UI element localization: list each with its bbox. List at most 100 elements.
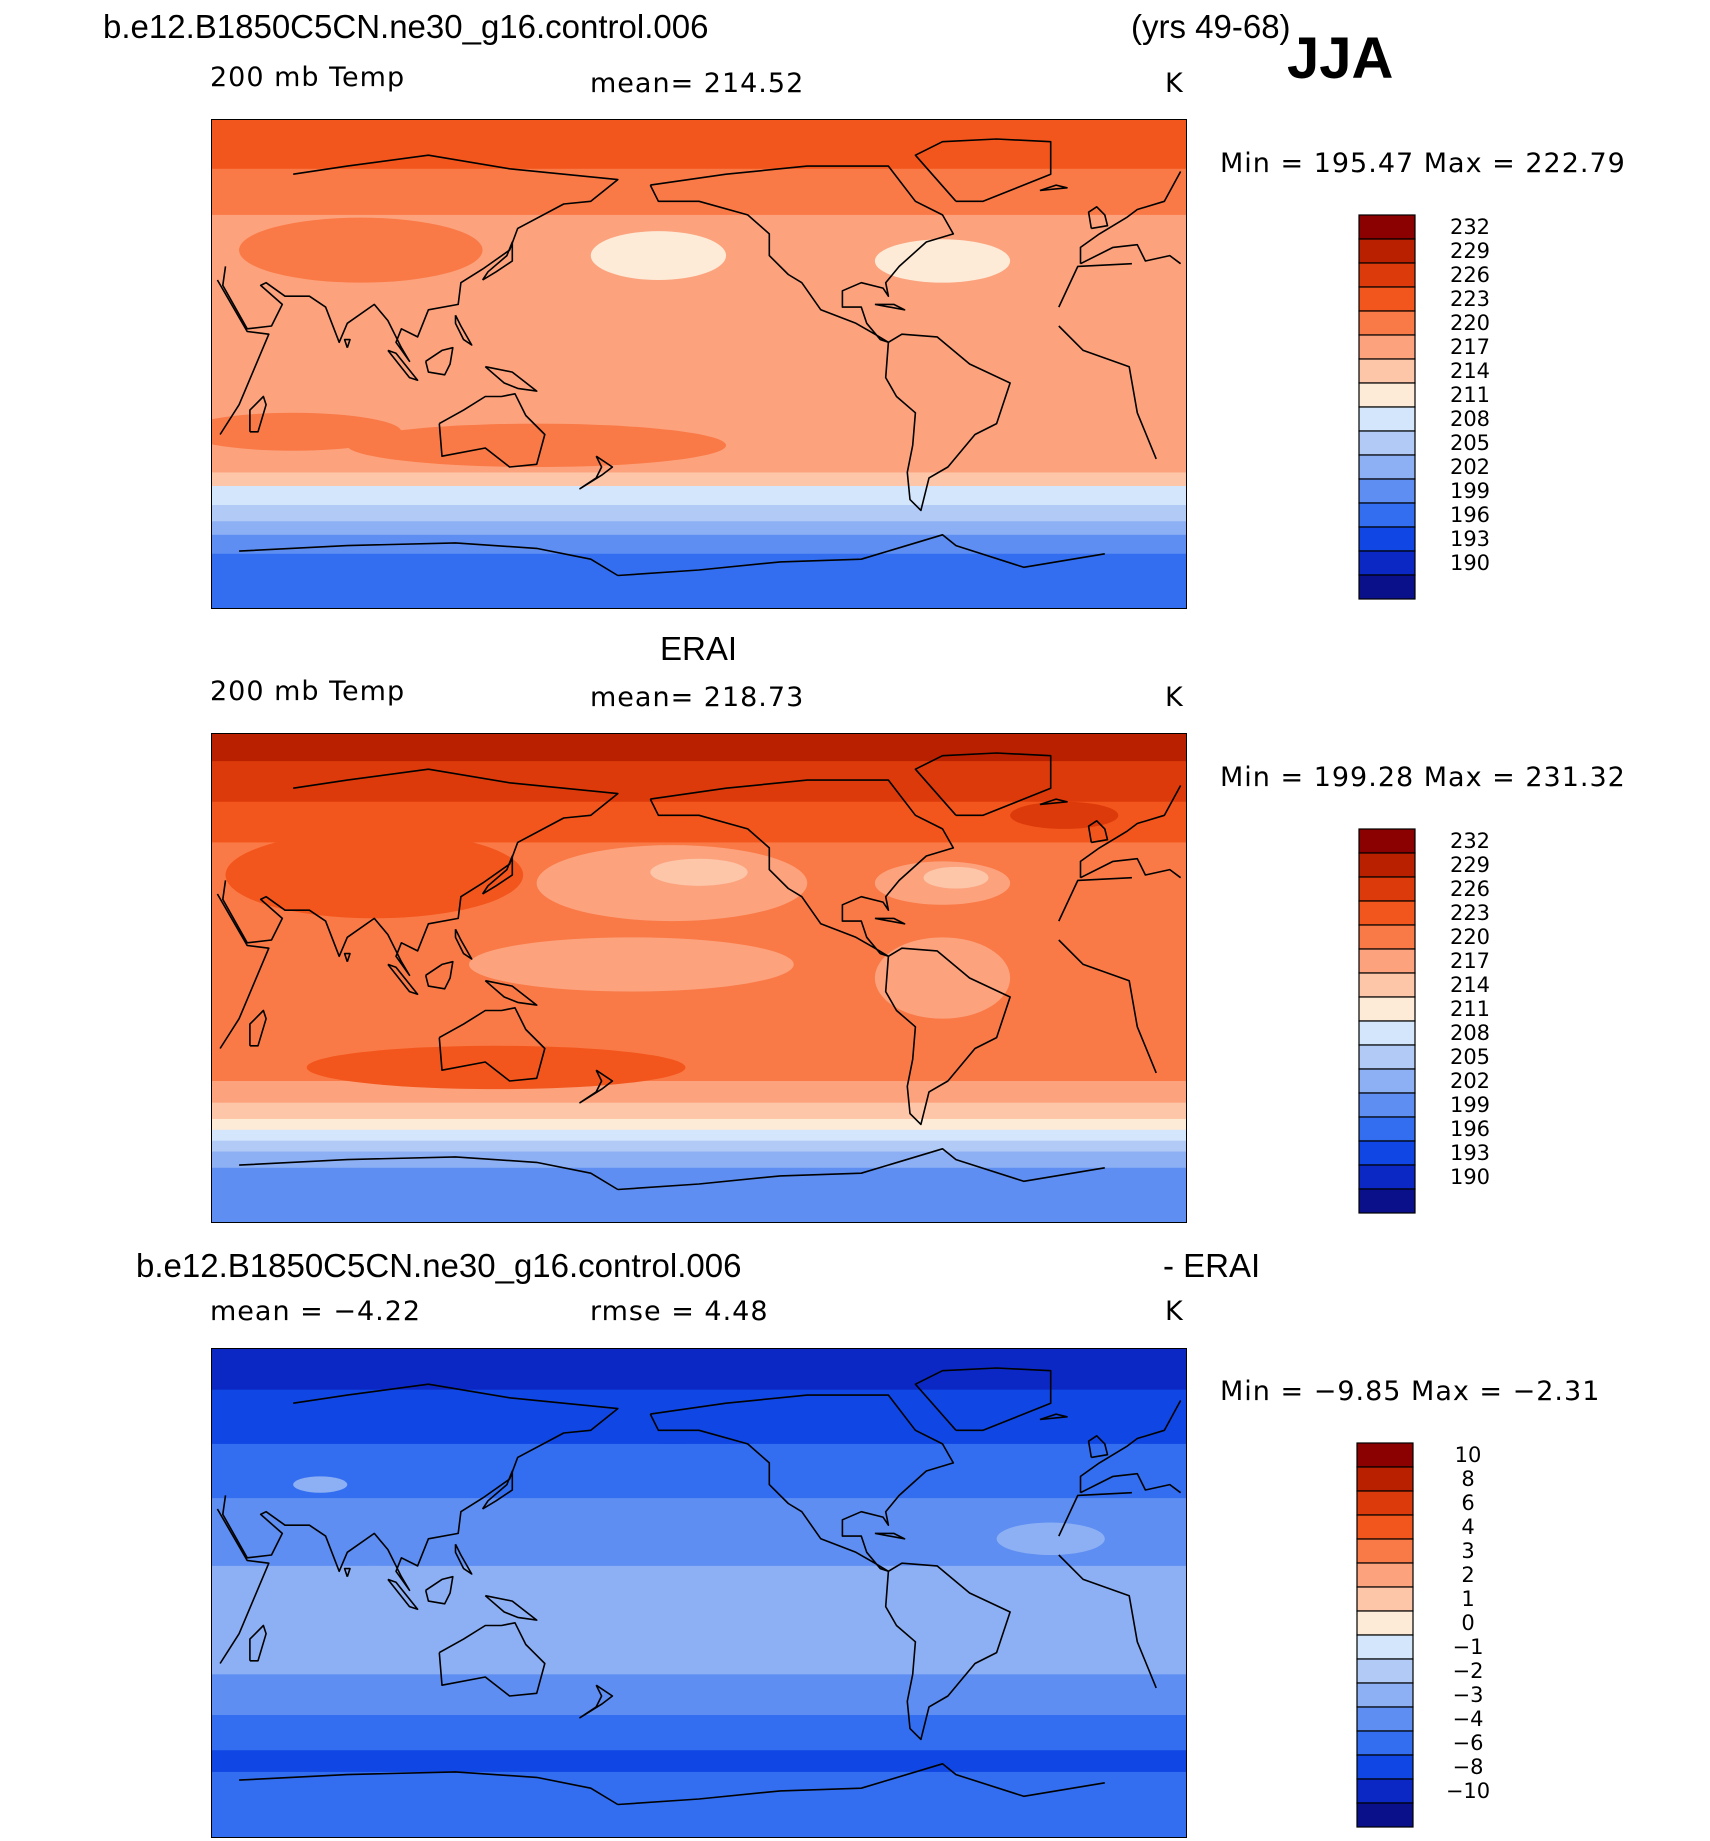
colorbar-tick-label: 8 [1461,1467,1474,1491]
colorbar-tick-label: 205 [1450,431,1490,455]
contour-band [212,521,1186,536]
contour-region [469,937,794,992]
coastline [438,1622,546,1697]
coastline [914,1367,1052,1432]
contour-band [212,1167,1186,1222]
colorbar-tick-label: 190 [1450,1165,1490,1189]
contour-band [212,1443,1186,1499]
coastline [239,1148,1105,1191]
colorbar-swatch [1356,1442,1414,1468]
coastline [239,1763,1105,1806]
contour-region [428,1574,808,1640]
coastline [343,338,351,348]
colorbar-tick-label: 217 [1450,949,1490,973]
contour-band [212,534,1186,555]
colorbar-tick-label: −3 [1453,1683,1484,1707]
colorbar-swatch [1358,430,1416,456]
colorbar-swatch [1358,1116,1416,1142]
colorbar-swatch [1358,382,1416,408]
colorbar-swatch [1358,948,1416,974]
contour-region [347,423,727,468]
contour-region [266,1565,483,1621]
contour-region [293,1476,348,1493]
colorbar-tick-label: 223 [1450,901,1490,925]
colorbar-tick-label: 217 [1450,335,1490,359]
panel3-units: K [1165,1296,1184,1327]
colorbar-swatch [1356,1562,1414,1588]
panel2-colorbar: 232 229 226 223 220 217 214 211 208 205 202 199 196 1… [1358,828,1508,1221]
colorbar-swatch [1356,1610,1414,1636]
colorbar-tick-label: 211 [1450,383,1490,407]
coastline [424,1575,454,1605]
panel3-title-right: - ERAI [1163,1247,1261,1284]
colorbar-tick-label: 226 [1450,877,1490,901]
coastline [343,952,351,962]
colorbar-tick-label: 214 [1450,359,1490,383]
colorbar-tick-label: 229 [1450,239,1490,263]
contour-band [212,504,1186,522]
coastline [914,138,1052,203]
coastline [874,917,906,925]
colorbar-tick-label: 196 [1450,1117,1490,1141]
colorbar-tick-label: 10 [1455,1443,1482,1467]
contour-region [923,866,989,889]
colorbar-tick-label: 226 [1450,263,1490,287]
panel3-mean: mean = −4.22 [210,1296,422,1327]
coastline [387,349,419,382]
coastline [579,1684,614,1719]
colorbar-swatch [1356,1658,1414,1684]
panel3-title: b.e12.B1850C5CN.ne30_g16.control.006 [136,1247,742,1284]
coastline [484,1594,538,1621]
contour-band [212,1081,1186,1104]
coastline [481,1470,514,1510]
colorbar-swatch [1358,828,1416,854]
coastline [239,534,1105,577]
coastline [1087,820,1109,844]
coastline [1087,1435,1109,1459]
panel2-variable: 200 mb Temp [210,676,406,707]
colorbar-tick-label: 6 [1461,1491,1474,1515]
colorbar-swatch [1356,1634,1414,1660]
coastline [1039,1413,1068,1421]
coastline [1039,184,1068,192]
contour-region [225,831,524,919]
coastline [216,1491,1157,1689]
colorbar-swatch [1358,286,1416,312]
coastline [249,1009,267,1047]
panel1-map [211,119,1187,609]
colorbar-tick-label: 205 [1450,1045,1490,1069]
contour-region [901,1598,984,1642]
colorbar-tick-label: −8 [1453,1755,1484,1779]
coastline [1039,798,1068,806]
colorbar-tick-label: −6 [1453,1731,1484,1755]
coastline [1087,206,1109,230]
colorbar-tick-label: −1 [1453,1635,1484,1659]
coastline [454,1543,473,1575]
contour-band [212,1715,1186,1751]
contour-region [306,1045,686,1090]
coastline [438,393,546,468]
colorbar-swatch [1356,1754,1414,1780]
colorbar-tick-label: 3 [1461,1539,1474,1563]
colorbar-swatch [1358,1068,1416,1094]
colorbar-swatch [1356,1466,1414,1492]
colorbar-swatch [1358,996,1416,1022]
colorbar-swatch [1356,1682,1414,1708]
colorbar-swatch [1358,900,1416,926]
colorbar-tick-label: 196 [1450,503,1490,527]
coastline [579,1069,614,1104]
contour-band [212,1118,1186,1131]
colorbar-swatch [1358,526,1416,552]
colorbar-swatch [1356,1538,1414,1564]
coastline [874,303,906,311]
colorbar-swatch [1356,1802,1414,1828]
panel2-units: K [1165,682,1184,713]
colorbar-swatch [1358,574,1416,600]
contour-region [996,1522,1105,1556]
contour-region [239,217,483,283]
coastline [914,752,1052,817]
contour-band [212,168,1186,216]
coastline [481,241,514,281]
coastline [222,154,1182,363]
colorbar-tick-label: 208 [1450,1021,1490,1045]
